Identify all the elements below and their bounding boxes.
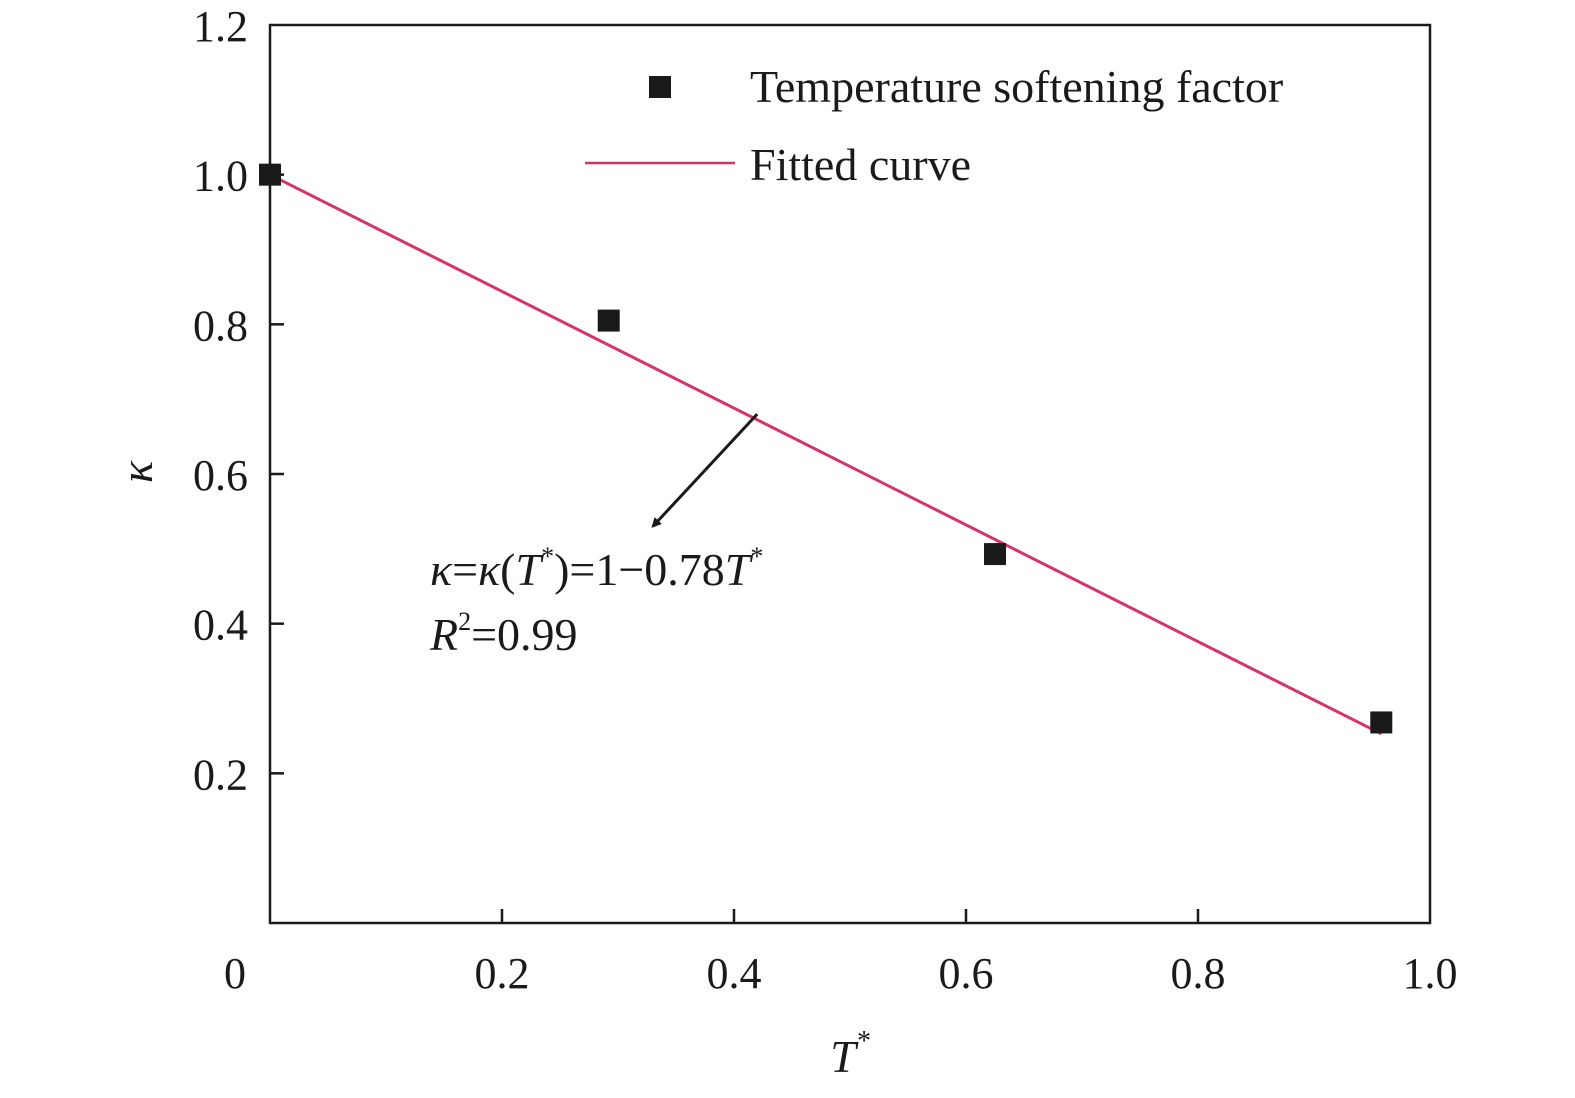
equation-kappa-2: κ [478,544,501,595]
legend-marker-square [649,76,671,98]
annotation-arrow [651,413,759,528]
scatter-points-layer [259,163,1393,734]
y-tick-label-2: 0.6 [193,451,248,500]
y-tick-label-4: 1.0 [193,152,248,201]
x-tick-label-4: 0.8 [1171,949,1226,998]
equation-sup-1: * [541,542,554,571]
equation-annotation: κ=κ(T*)=1−0.78T* [430,542,763,595]
data-point-0 [259,163,281,186]
fitted-curve-line [269,173,1382,736]
x-tick-label-1: 0.2 [475,949,530,998]
r-squared-annotation: R2=0.99 [429,607,578,660]
x-tick-label-0: 0 [224,949,246,998]
legend-label-fit: Fitted curve [750,139,971,190]
x-tick-label-3: 0.6 [939,949,994,998]
r2-sup: 2 [458,607,471,636]
equation-sup-2: * [750,542,763,571]
equation-T-2: T [725,544,754,595]
x-tick-label-5: 1.0 [1403,949,1458,998]
y-tick-label-1: 0.4 [193,601,248,650]
legend: Temperature softening factor Fitted curv… [585,61,1283,190]
fitted-curve-layer [269,173,1382,736]
data-point-1 [597,309,620,332]
x-axis-title-T: T [830,1031,859,1082]
equation-eq: = [452,544,478,595]
equation-kappa-1: κ [430,544,453,595]
y-tick-label-5: 1.2 [193,2,248,51]
r2-R: R [429,609,458,660]
x-tick-label-2: 0.4 [707,949,762,998]
equation-open-paren: ( [500,544,515,595]
y-axis-title: κ [111,460,162,483]
x-axis-title: T* [830,1026,870,1082]
x-axis-title-sup: * [856,1026,870,1057]
r2-rest: =0.99 [471,609,577,660]
data-point-2 [984,543,1006,566]
tick-labels: 0 0.2 0.4 0.6 0.8 1.0 0.2 0.4 0.6 0.8 1.0 1.2 [193,2,1458,998]
equation-rest: )=1−0.78 [554,544,725,595]
legend-label-scatter: Temperature softening factor [750,61,1283,112]
data-point-3 [1370,711,1393,734]
equation-T-1: T [515,544,544,595]
y-tick-label-3: 0.8 [193,301,248,350]
y-tick-label-0: 0.2 [193,750,248,799]
